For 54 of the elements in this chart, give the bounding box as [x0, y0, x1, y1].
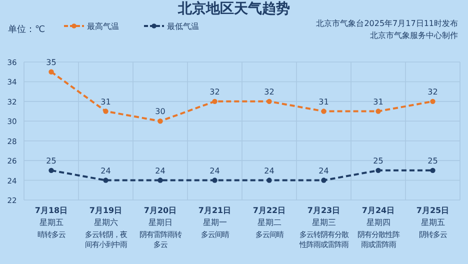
point [266, 98, 272, 104]
y-axis-title: 单位：℃ [8, 24, 46, 35]
chart-title: 北京地区天气趋势 [177, 0, 290, 17]
x-tick-label: 7月23日 [307, 206, 340, 215]
text: 星期二 [257, 218, 282, 227]
data-label: 31 [100, 97, 111, 106]
point [376, 108, 381, 114]
point [103, 178, 108, 183]
data-label: 35 [46, 58, 56, 67]
point [48, 69, 54, 74]
x-tick-label: 7月25日 [416, 206, 450, 215]
data-label: 24 [100, 166, 111, 176]
x-tick-label: 7月22日 [252, 206, 286, 215]
data-label: 32 [264, 87, 274, 96]
text: 星期一 [202, 218, 227, 227]
data-label: 31 [373, 97, 384, 106]
x-tick-label: 7月24日 [362, 206, 395, 215]
x-tick-label: 7月20日 [144, 206, 177, 215]
point [48, 168, 54, 174]
text: 星期日 [148, 218, 172, 227]
x-tick-label: 7月21日 [198, 206, 232, 215]
data-label: 25 [428, 156, 438, 166]
point [266, 178, 272, 183]
data-label: 24 [155, 166, 166, 176]
point [321, 108, 326, 114]
data-label: 32 [428, 87, 438, 96]
text: 星期六 [94, 218, 118, 227]
text: 星期五 [39, 218, 64, 227]
data-label: 24 [318, 166, 329, 176]
text: 北京市气象服务中心制作 [370, 31, 458, 40]
point [103, 108, 108, 114]
data-label: 24 [264, 166, 274, 176]
point [212, 98, 218, 104]
point [212, 178, 218, 183]
text: 北京市气象台2025年7月17日11时发布 [316, 19, 458, 28]
text: 星期四 [366, 218, 390, 227]
data-label: 32 [210, 87, 220, 96]
text: 星期五 [420, 218, 445, 227]
legend-label: 最高气温 [87, 22, 119, 31]
x-tick-label: 7月19日 [89, 206, 122, 215]
data-label: 30 [155, 107, 166, 116]
point [430, 98, 436, 104]
point [376, 168, 381, 174]
data-label: 24 [210, 166, 220, 176]
text: 星期三 [312, 218, 336, 227]
point [158, 178, 163, 183]
point [158, 118, 163, 124]
point [321, 178, 326, 183]
legend-label: 最低气温 [167, 22, 199, 31]
data-label: 25 [46, 156, 56, 166]
data-label: 31 [318, 97, 329, 106]
x-tick-label: 7月18日 [34, 206, 68, 215]
point [430, 168, 436, 174]
data-label: 25 [373, 156, 384, 166]
